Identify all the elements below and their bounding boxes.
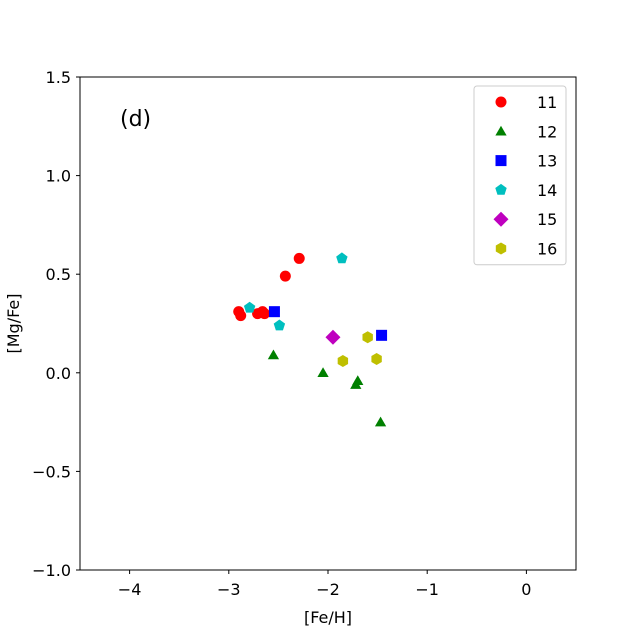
legend: 11 12 13 14 15 16 xyxy=(473,85,567,266)
legend-box xyxy=(473,85,567,266)
x-tick-label: −1 xyxy=(415,580,439,599)
x-tick-label: −2 xyxy=(316,580,340,599)
data-point-series-13 xyxy=(268,306,280,318)
legend-label: 14 xyxy=(537,181,557,200)
legend-marker-11 xyxy=(495,96,507,108)
data-point-series-14 xyxy=(243,301,256,313)
legend-entry-11: 11 xyxy=(495,93,557,112)
data-point-series-15 xyxy=(325,329,341,345)
legend-entry-13: 13 xyxy=(495,152,557,171)
axis-ticks-layer: −4 −3 −2 −1 0 −1.0 −0.5 0.0 0.5 1.0 1.5 xyxy=(32,68,531,599)
y-tick-label: −0.5 xyxy=(32,462,71,481)
y-tick-label: 1.0 xyxy=(46,167,71,186)
x-tick-label: −3 xyxy=(217,580,241,599)
data-point-series-11 xyxy=(235,310,247,322)
data-point-series-11 xyxy=(259,308,271,320)
legend-label: 13 xyxy=(537,152,557,171)
series-12 xyxy=(267,349,387,427)
legend-label: 16 xyxy=(537,240,557,259)
legend-marker-12 xyxy=(495,125,507,136)
y-tick-label: 0.5 xyxy=(46,265,71,284)
legend-marker-14 xyxy=(495,183,507,195)
legend-entry-14: 14 xyxy=(495,181,557,200)
y-tick-label: 0.0 xyxy=(46,364,71,383)
panel-label: (d) xyxy=(120,107,151,132)
data-points-layer xyxy=(233,252,388,427)
series-13 xyxy=(268,306,388,341)
data-point-series-16 xyxy=(371,353,382,365)
legend-entry-12: 12 xyxy=(495,122,557,141)
legend-marker-16 xyxy=(495,242,507,255)
legend-marker-15 xyxy=(493,211,509,227)
legend-entry-16: 16 xyxy=(495,240,557,259)
legend-label: 15 xyxy=(537,210,557,229)
data-point-series-12 xyxy=(267,349,280,360)
data-point-series-13 xyxy=(376,329,388,341)
data-point-series-14 xyxy=(273,319,286,331)
x-tick-label: −4 xyxy=(118,580,142,599)
x-tick-label: 0 xyxy=(521,580,531,599)
legend-label: 12 xyxy=(537,122,557,141)
data-point-series-14 xyxy=(336,252,348,264)
data-point-series-11 xyxy=(279,270,291,282)
legend-entry-15: 15 xyxy=(493,210,557,229)
y-tick-label: 1.5 xyxy=(46,68,71,87)
x-axis-label: [Fe/H] xyxy=(304,608,352,627)
series-14 xyxy=(243,252,348,331)
legend-label: 11 xyxy=(537,93,557,112)
series-11 xyxy=(233,252,305,322)
data-point-series-16 xyxy=(362,331,373,344)
series-15 xyxy=(325,329,341,345)
y-tick-label: −1.0 xyxy=(32,561,71,580)
legend-marker-13 xyxy=(495,155,507,167)
data-point-series-16 xyxy=(337,354,349,367)
data-point-series-12 xyxy=(374,416,387,427)
y-axis-label: [Mg/Fe] xyxy=(4,293,23,353)
series-16 xyxy=(337,331,382,367)
data-point-series-12 xyxy=(317,367,329,378)
data-point-series-12 xyxy=(352,375,364,385)
data-point-series-11 xyxy=(293,252,305,264)
